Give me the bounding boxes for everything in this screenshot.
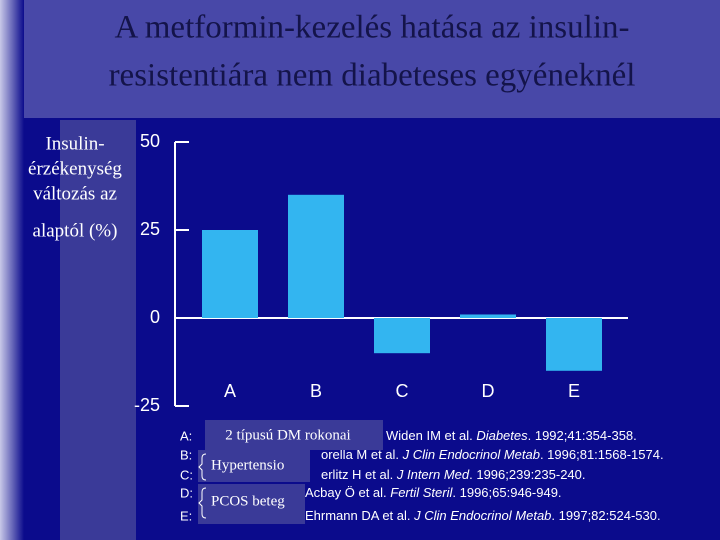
reference-journal: Fertil Steril [390, 485, 453, 500]
reference-journal: J Clin Endocrinol Metab [413, 508, 551, 523]
reference-citation: . 1996;239:235-240. [469, 467, 585, 482]
y-axis-label: érzékenység [28, 158, 122, 179]
title-band [0, 0, 720, 118]
y-tick-label: 0 [150, 307, 160, 327]
x-tick-label: B [310, 381, 322, 401]
bar [288, 194, 344, 318]
group-label: Hypertensio [211, 457, 284, 473]
reference-citation: . 1996;81:1568-1574. [540, 447, 664, 462]
y-tick-label: 50 [140, 131, 160, 151]
reference-authors: Ehrmann DA et al. [305, 508, 414, 523]
reference-key: A: [180, 428, 192, 443]
x-tick-label: A [224, 381, 236, 401]
x-tick-label: C [396, 381, 409, 401]
reference-journal: J Intern Med [396, 467, 470, 482]
reference-journal: J Clin Endocrinol Metab [402, 447, 540, 462]
y-axis-label: változás az [33, 183, 117, 204]
reference: Acbay Ö et al. Fertil Steril. 1996;65:94… [305, 485, 562, 500]
reference-authors: orella M et al. [321, 447, 403, 462]
x-tick-label: E [568, 381, 580, 401]
reference-authors: erlitz H et al. [321, 467, 397, 482]
y-tick-label: 25 [140, 219, 160, 239]
brace [198, 453, 207, 481]
group-label: PCOS beteg [211, 493, 285, 509]
title-line: resistentiára nem diabeteses egyéneknél [109, 58, 636, 94]
reference-key: D: [180, 485, 193, 500]
y-axis-label: Insulin- [45, 133, 104, 154]
reference-authors: Widen IM et al. [386, 428, 476, 443]
edge-strip [0, 0, 24, 540]
reference-authors: Acbay Ö et al. [305, 485, 390, 500]
reference-key: E: [180, 508, 192, 523]
group-label: 2 típusú DM rokonai [225, 427, 350, 443]
x-tick-label: D [482, 381, 495, 401]
reference: erlitz H et al. J Intern Med. 1996;239:2… [321, 467, 586, 482]
reference-key: C: [180, 467, 193, 482]
group-box [198, 484, 305, 524]
title-line: A metformin-kezelés hatása az insulin- [115, 10, 630, 46]
reference: Widen IM et al. Diabetes. 1992;41:354-35… [386, 428, 637, 443]
group-box [205, 420, 383, 450]
reference: Ehrmann DA et al. J Clin Endocrinol Meta… [305, 508, 661, 523]
reference: orella M et al. J Clin Endocrinol Metab.… [321, 447, 664, 462]
group-box [198, 450, 310, 482]
reference-citation: . 1996;65:946-949. [452, 485, 561, 500]
bar [374, 318, 430, 354]
bar [202, 230, 258, 318]
brace [198, 487, 207, 519]
label-strip [60, 120, 136, 540]
reference-citation: . 1997;82:524-530. [551, 508, 660, 523]
bar [546, 318, 602, 371]
groups: 2 típusú DM rokonai Hypertensio PCOS bet… [198, 420, 383, 524]
bar [460, 314, 516, 318]
y-axis-label: alaptól (%) [33, 220, 118, 241]
reference-key: B: [180, 447, 192, 462]
reference-citation: . 1992;41:354-358. [528, 428, 637, 443]
y-tick-label: -25 [134, 395, 160, 415]
reference-journal: Diabetes [476, 428, 528, 443]
